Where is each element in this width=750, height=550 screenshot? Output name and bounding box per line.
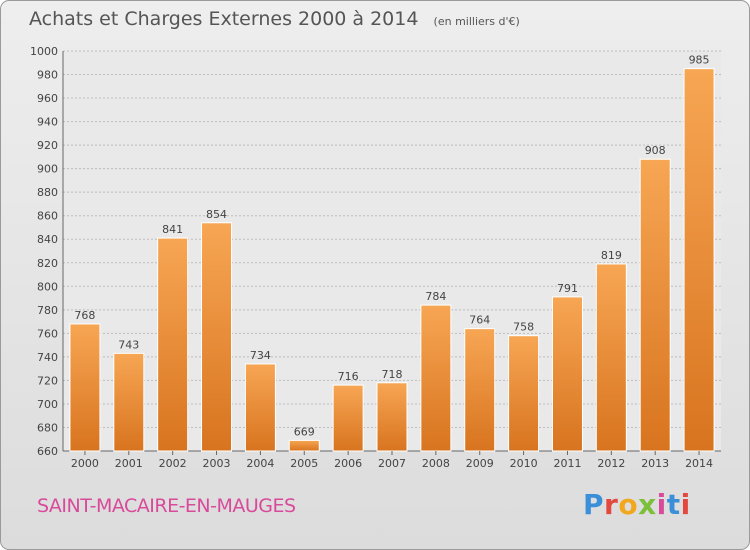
bar-value-label: 791 <box>557 282 578 295</box>
bar-value-label: 908 <box>645 144 666 157</box>
x-tick-label: 2008 <box>422 457 450 470</box>
x-tick-label: 2009 <box>466 457 494 470</box>
y-tick-label: 740 <box>37 351 58 364</box>
y-tick-label: 800 <box>37 280 58 293</box>
y-tick-label: 980 <box>37 69 58 82</box>
bar <box>244 363 276 452</box>
bar <box>508 335 540 452</box>
logo-letter: r <box>604 488 619 521</box>
bar-value-label: 768 <box>74 309 95 322</box>
bar <box>683 68 715 452</box>
bar <box>201 222 233 452</box>
y-tick-label: 780 <box>37 304 58 317</box>
y-tick-label: 820 <box>37 257 58 270</box>
y-tick-label: 920 <box>37 139 58 152</box>
y-tick-label: 680 <box>37 421 58 434</box>
bar <box>551 296 583 452</box>
y-tick-label: 860 <box>37 210 58 223</box>
bar-value-label: 743 <box>118 338 139 351</box>
bar <box>157 237 189 452</box>
logo-letter: P <box>583 488 605 521</box>
x-tick-label: 2001 <box>115 457 143 470</box>
bar <box>420 304 452 452</box>
x-tick-label: 2014 <box>685 457 713 470</box>
bar-value-label: 669 <box>294 425 315 438</box>
logo-letter: o <box>618 488 639 521</box>
y-tick-label: 1000 <box>30 45 58 58</box>
bar <box>69 323 101 452</box>
y-tick-label: 660 <box>37 445 58 458</box>
bar <box>376 382 408 452</box>
chart-title: Achats et Charges Externes 2000 à 2014 <box>29 8 419 30</box>
chart-unit: (en milliers d'€) <box>433 15 520 28</box>
logo-letter: i <box>656 488 667 521</box>
bar-value-label: 985 <box>689 54 710 67</box>
logo-letter: x <box>638 488 657 521</box>
x-tick-label: 2011 <box>553 457 581 470</box>
bar-value-label: 784 <box>425 290 446 303</box>
bar-value-label: 854 <box>206 208 227 221</box>
y-tick-label: 840 <box>37 233 58 246</box>
bar <box>113 352 145 452</box>
bar-value-label: 819 <box>601 249 622 262</box>
x-tick-label: 2010 <box>510 457 538 470</box>
x-tick-label: 2003 <box>203 457 231 470</box>
x-tick-label: 2000 <box>71 457 99 470</box>
bar <box>288 439 320 452</box>
proxiti-logo: Proxiti <box>583 488 691 521</box>
bar-value-label: 734 <box>250 349 271 362</box>
bar-value-label: 841 <box>162 223 183 236</box>
bar-value-label: 718 <box>382 368 403 381</box>
logo-letter: i <box>680 488 691 521</box>
bar <box>332 384 364 452</box>
bar-value-label: 758 <box>513 321 534 334</box>
y-tick-label: 880 <box>37 186 58 199</box>
y-tick-label: 720 <box>37 374 58 387</box>
bar-value-label: 716 <box>338 370 359 383</box>
x-tick-label: 2005 <box>290 457 318 470</box>
bar <box>639 158 671 452</box>
city-name: SAINT-MACAIRE-EN-MAUGES <box>37 495 296 517</box>
y-tick-label: 700 <box>37 398 58 411</box>
y-tick-label: 760 <box>37 327 58 340</box>
bar <box>464 328 496 452</box>
logo-letter: t <box>666 488 681 521</box>
x-tick-label: 2004 <box>246 457 274 470</box>
x-tick-label: 2012 <box>597 457 625 470</box>
y-tick-label: 940 <box>37 116 58 129</box>
x-tick-label: 2013 <box>641 457 669 470</box>
title-row: Achats et Charges Externes 2000 à 2014 (… <box>29 8 520 30</box>
x-tick-label: 2002 <box>159 457 187 470</box>
bar <box>595 263 627 452</box>
y-tick-label: 900 <box>37 163 58 176</box>
bar-value-label: 764 <box>469 314 490 327</box>
x-tick-label: 2007 <box>378 457 406 470</box>
x-tick-label: 2006 <box>334 457 362 470</box>
y-tick-label: 960 <box>37 92 58 105</box>
